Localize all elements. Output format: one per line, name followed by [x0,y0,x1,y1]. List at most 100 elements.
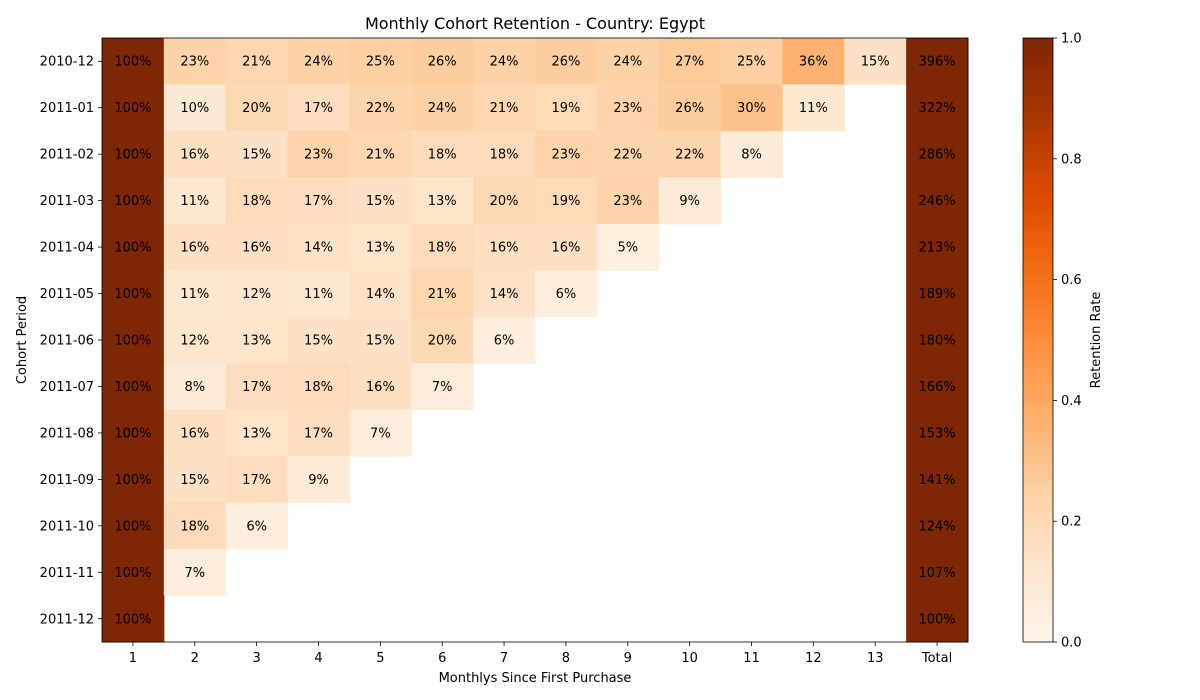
heatmap-cell [163,270,227,318]
cell-value-label: 13% [242,334,271,349]
heatmap-cell [225,84,289,132]
cell-value-label: 17% [242,380,271,395]
heatmap-cell [906,84,969,132]
plot-frame [101,37,969,643]
colorbar-tick-label: 0.2 [1061,515,1082,530]
cell-value-label: 21% [366,148,395,163]
cell-value-label: 26% [551,55,580,70]
cell-value-label: 8% [741,148,762,163]
cell-value-label: 11% [180,194,209,209]
x-tick-label: 8 [562,651,570,666]
colorbar-tick-label: 1.0 [1061,32,1082,47]
heatmap-cell [287,38,350,85]
heatmap-cell [720,130,783,178]
heatmap-cell [535,84,598,132]
cell-value-label: 14% [490,287,519,302]
y-tick-label: 2011-03 [40,194,94,209]
heatmap-cell [782,38,845,85]
heatmap-cell [163,84,227,132]
heatmap-cell [349,270,412,318]
y-tick-label: 2011-11 [40,566,94,581]
cell-value-label: 36% [799,55,828,70]
heatmap-cell [163,130,227,178]
y-axis: 2010-12 2011-01 2011-02 2011-03 2011-04 2011-… [40,55,102,627]
cell-value-label: 18% [242,194,271,209]
heatmap-cell [102,316,165,364]
heatmap-cell [102,456,165,504]
heatmap-cell [906,549,969,597]
cell-value-label: 107% [918,566,955,581]
cell-value-label: 9% [679,194,700,209]
cell-value-label: 15% [180,473,209,488]
chart-title: Monthly Cohort Retention - Country: Egyp… [365,14,705,33]
cell-value-label: 22% [366,101,395,116]
heatmap-cell [906,38,969,85]
x-tick-label: 6 [438,651,446,666]
cell-value-label: 100% [114,55,151,70]
heatmap-cell [720,84,783,132]
cell-value-label: 25% [366,55,395,70]
cell-value-label: 20% [242,101,271,116]
cell-value-label: 30% [737,101,766,116]
heatmap-cell [163,549,227,597]
heatmap-cell [906,316,969,364]
heatmap-cell [473,177,536,225]
y-tick-label: 2011-06 [40,334,94,349]
y-tick-label: 2011-05 [40,287,94,302]
cell-value-label: 13% [428,194,457,209]
y-tick-label: 2011-10 [40,519,94,534]
heatmap-cell [287,456,350,504]
cell-value-label: 11% [799,101,828,116]
cell-value-label: 23% [180,55,209,70]
heatmap-cell [102,177,165,225]
heatmap-cell [349,223,412,271]
heatmap-cell [225,363,289,411]
heatmap-cell [102,409,165,457]
heatmap-cell [163,38,227,85]
cell-value-label: 396% [918,55,955,70]
heatmap-cell [411,363,474,411]
heatmap-cell [102,38,165,85]
x-axis: 1 2 3 4 5 6 7 8 9 10 11 12 13 Total [129,642,952,666]
cell-value-label: 16% [242,241,271,256]
heatmap-cell [225,456,289,504]
x-tick-label: Total [921,651,952,666]
cell-value-label: 100% [114,519,151,534]
heatmap-cell [411,84,474,132]
heatmap-cell [658,84,722,132]
colorbar-tick-label: 0.8 [1061,152,1082,167]
cell-value-label: 24% [304,55,333,70]
cell-value-label: 17% [304,101,333,116]
heatmap-cell [906,502,969,550]
cell-value-label: 246% [918,194,955,209]
cell-value-label: 18% [304,380,333,395]
cell-value-label: 21% [242,55,271,70]
cell-value-label: 8% [184,380,205,395]
heatmap-cell [287,223,350,271]
cell-value-label: 20% [428,334,457,349]
cell-value-label: 100% [114,334,151,349]
x-tick-label: 13 [867,651,884,666]
heatmap-cell [906,456,969,504]
cell-value-label: 286% [918,148,955,163]
heatmap-cell [906,130,969,178]
heatmap-cell [535,223,598,271]
cell-value-label: 27% [675,55,704,70]
cell-value-label: 16% [366,380,395,395]
cell-value-label: 100% [114,241,151,256]
y-tick-label: 2011-07 [40,380,94,395]
cell-value-label: 26% [428,55,457,70]
y-tick-label: 2010-12 [40,55,94,70]
cell-value-label: 24% [490,55,519,70]
x-tick-label: 7 [500,651,508,666]
heatmap-cell [906,595,969,643]
cell-value-label: 6% [246,519,267,534]
heatmap-cell [473,38,536,85]
heatmap-cell [163,363,227,411]
colorbar-tick-label: 0.6 [1061,273,1082,288]
heatmap-cell [411,223,474,271]
heatmap-cell [163,456,227,504]
heatmap-cell [102,130,165,178]
x-tick-label: 3 [253,651,261,666]
x-tick-label: 12 [805,651,822,666]
